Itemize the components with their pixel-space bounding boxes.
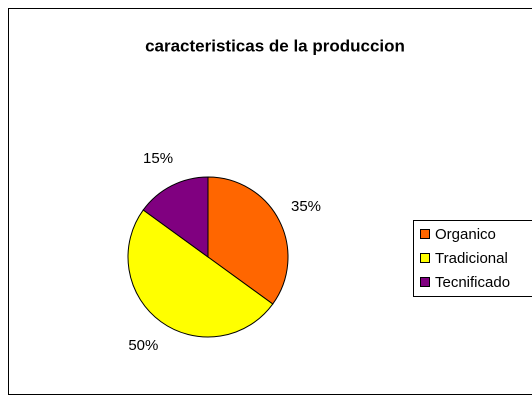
legend-swatch	[420, 277, 430, 287]
legend-swatch	[420, 253, 430, 263]
legend-swatch	[420, 229, 430, 239]
legend-label: Tradicional	[435, 250, 508, 267]
slice-label: 35%	[291, 198, 321, 215]
pie-slice	[207, 176, 289, 305]
legend-label: Tecnificado	[435, 274, 510, 291]
slice-label: 50%	[128, 337, 158, 354]
legend-label: Organico	[435, 226, 496, 243]
chart-title: caracteristicas de la produccion	[145, 36, 405, 55]
chart-border	[8, 8, 532, 395]
pie-slice	[142, 176, 209, 258]
slice-label: 15%	[143, 150, 173, 167]
legend-box	[413, 220, 532, 297]
pie-slice	[127, 209, 274, 338]
